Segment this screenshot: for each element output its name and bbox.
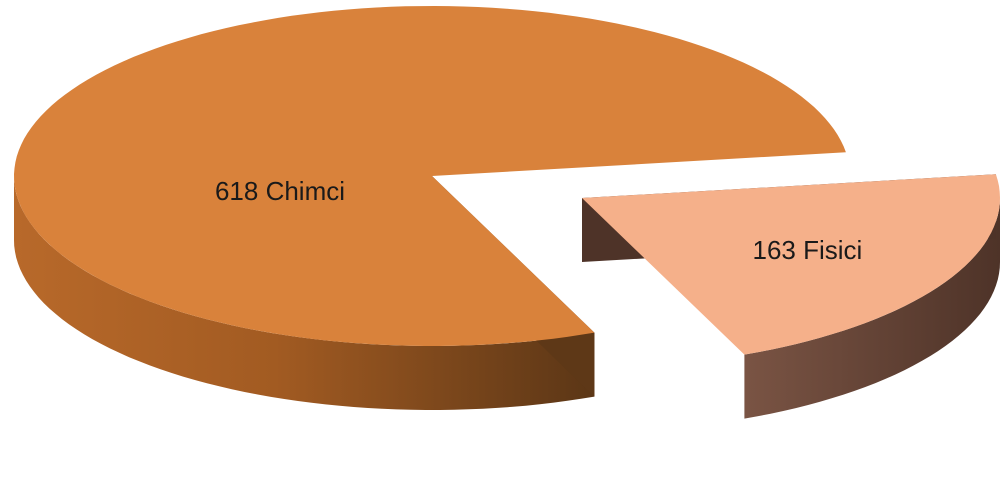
slice-fisici-side-0 <box>744 198 1000 419</box>
slices-layer <box>14 6 1000 419</box>
slice-chimci-top <box>14 6 846 346</box>
slice-label-fisici: 163 Fisici <box>752 235 862 265</box>
slice-chimci <box>14 6 846 410</box>
slice-fisici-top <box>582 174 1000 355</box>
slice-label-chimci: 618 Chimci <box>215 176 345 206</box>
slice-chimci-side-0 <box>14 176 595 410</box>
slice-fisici <box>582 174 1000 419</box>
